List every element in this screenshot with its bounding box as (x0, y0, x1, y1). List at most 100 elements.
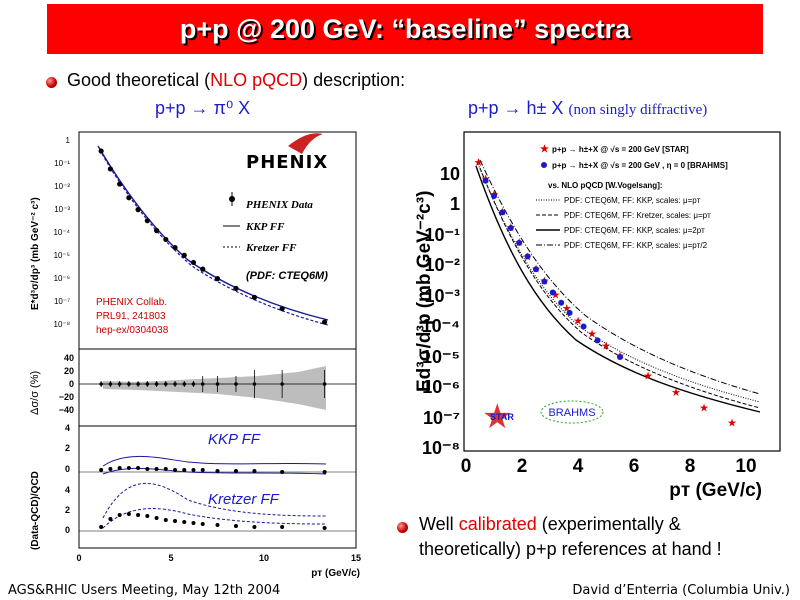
pi0-data-point (214, 276, 221, 282)
xlabel-left: pᴛ (GeV/c) (311, 568, 360, 579)
star-data-point: ★ (601, 340, 611, 352)
legend-nlo-title: vs. NLO pQCD [W.Vogelsang]: (548, 181, 663, 190)
brahms-data-point (566, 309, 573, 316)
hadron-spectrum-figure: Ed³σ/d³p (mb GeV⁻²c³) 10 1 10⁻¹ 10⁻² 10⁻… (414, 131, 781, 501)
left-legend: PHENIX Data KKP FF Kretzer FF (PDF: CTEQ… (223, 192, 328, 282)
pi0-data-points (98, 148, 328, 325)
bullet1-prefix: Good theoretical ( (67, 70, 211, 90)
bullet-icon (46, 77, 57, 88)
ytick-mid: 40 (64, 353, 74, 363)
brahms-logo-ring (540, 400, 604, 424)
xtick-right: 4 (573, 456, 584, 477)
bottom-yticks: 4 2 0 4 2 0 (65, 423, 70, 535)
ylabel-top: E*d³σ/dp³ (mb GeV⁻² c³) (30, 197, 41, 310)
kretzer-ratio-point (200, 522, 205, 526)
kretzer-ratio-point (136, 513, 141, 517)
relative-error-point (173, 382, 177, 386)
kretzer-ratio-point (126, 512, 131, 516)
kkp-ratio-point (154, 467, 159, 471)
ytick-mid: −20 (59, 392, 74, 402)
relative-error-point (154, 382, 159, 386)
kkp-panel-label: KKP FF (208, 431, 261, 448)
bullet2-highlight: calibrated (458, 514, 537, 534)
kkp-ratio-point (126, 466, 131, 470)
xtick-right: 2 (517, 456, 528, 477)
pi0-data-point (144, 218, 150, 224)
brahms-data-point (533, 266, 539, 273)
star-data-point: ★ (562, 303, 572, 315)
kretzer-ratio-point (191, 521, 196, 525)
kretzer-ratio-point (182, 520, 187, 524)
ytick-mid: 0 (69, 379, 74, 389)
ytick-bot: 2 (65, 505, 70, 515)
star-marker-icon: ★ (540, 144, 549, 155)
top-yticks: 1 10⁻¹ 10⁻² 10⁻³ 10⁻⁴ 10⁻⁵ 10⁻⁶ 10⁻⁷ 10⁻… (53, 136, 70, 329)
right-xticks: 0 2 4 6 8 10 (461, 456, 757, 477)
legend-nlo-line: PDF: CTEQ6M, FF: Kretzer, scales: μ=pᴛ (564, 211, 711, 220)
brahms-data-point (491, 192, 497, 199)
xtick: 10 (259, 553, 269, 563)
mid-yticks: 40 20 0 −20 −40 (59, 353, 74, 415)
ytick-right: 10⁻⁷ (423, 408, 460, 428)
brahms-data-point (482, 177, 489, 184)
ytick-bot: 0 (65, 525, 70, 535)
ref-line: PHENIX Collab. (96, 297, 167, 308)
ytick-right: 10⁻⁵ (422, 347, 460, 367)
kkp-ratio-point (99, 468, 104, 472)
xtick: 0 (76, 553, 81, 563)
bullet2-suffix: (experimentally & (536, 514, 681, 534)
ytick-right: 10⁻⁶ (422, 377, 460, 397)
nlo-kretzer-mu-pt (479, 167, 761, 409)
subtitle-hadron-note: (non singly diffractive) (568, 102, 708, 118)
phenix-logo-text: PHENIX (246, 152, 328, 173)
star-data-point: ★ (551, 290, 561, 302)
legend-pdf: (PDF: CTEQ6M) (246, 270, 328, 282)
ytick-top: 10⁻⁸ (54, 320, 71, 329)
bullet1-suffix: ) description: (302, 70, 406, 90)
kkp-ratio-point (280, 470, 285, 474)
star-logo-icon: ★ (482, 398, 512, 436)
kretzer-ratio-point (280, 525, 285, 529)
ytick-bot: 2 (65, 443, 70, 453)
legend-marker-icon (229, 196, 235, 202)
star-data-point: ★ (573, 315, 583, 327)
bullet1-highlight: NLO pQCD (210, 70, 303, 90)
pi0-data-point (172, 244, 178, 251)
relative-error-point (215, 382, 220, 386)
xtick-right: 6 (629, 456, 640, 477)
right-yticks: 10 1 10⁻¹ 10⁻² 10⁻³ 10⁻⁴ 10⁻⁵ 10⁻⁶ 10⁻⁷ … (422, 164, 460, 458)
relative-error-point (136, 382, 140, 386)
nlo-kkp-mu-2pt (475, 165, 761, 413)
star-data-point: ★ (587, 328, 597, 340)
kretzer-ratio-point (173, 519, 178, 523)
relative-error-point (108, 382, 113, 386)
legend-kretzer: Kretzer FF (245, 242, 297, 254)
kkp-ratio-points (99, 466, 327, 474)
bullet2-prefix: Well (419, 514, 459, 534)
kkp-ratio-point (173, 468, 178, 472)
brahms-data-point (524, 253, 531, 260)
xticks: 0 5 10 15 (76, 553, 361, 563)
star-data-point: ★ (699, 403, 709, 415)
xlabel-right: pᴛ (GeV/c) (669, 480, 762, 501)
ytick-top: 10⁻¹ (54, 159, 70, 168)
right-legend: ★ p+p → h±+X @ √s = 200 GeV [STAR] p+p →… (536, 144, 728, 250)
relative-error-point (127, 382, 131, 386)
ytick-right: 10⁻⁸ (422, 438, 460, 458)
systematic-band (103, 366, 326, 410)
ref-line: hep-ex/0304038 (96, 325, 169, 336)
star-data-point: ★ (671, 387, 681, 399)
ref-line: PRL91, 241803 (96, 311, 166, 322)
pi0-data-point (117, 181, 123, 187)
brahms-marker-icon (541, 162, 547, 168)
ytick-top: 10⁻⁷ (54, 297, 70, 306)
kretzer-ratio-point (99, 525, 104, 529)
xtick-right: 0 (461, 456, 472, 477)
phenix-reference: PHENIX Collab. PRL91, 241803 hep-ex/0304… (96, 297, 169, 336)
legend-phenix-data: PHENIX Data (246, 199, 313, 211)
relative-error-point (200, 382, 205, 386)
ylabel-bottom: (Data-QCD)/QCD (30, 471, 41, 550)
relative-error-points (99, 370, 327, 398)
kretzer-ratio-point (252, 525, 257, 529)
kretzer-ratio-point (215, 523, 220, 527)
